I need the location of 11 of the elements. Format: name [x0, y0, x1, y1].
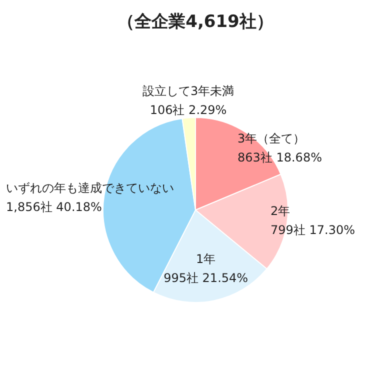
data-label: 799社 17.30%	[270, 222, 356, 237]
slice-label: 1年	[196, 252, 216, 266]
chart-title: （全企業4,619社）	[116, 11, 274, 34]
slice-label: 設立して3年未満	[142, 84, 234, 98]
data-label: 106社 2.29%	[150, 102, 227, 117]
slice-label: いずれの年も達成できていない	[6, 181, 174, 196]
data-label: 995社 21.54%	[164, 270, 248, 285]
data-label: 863社 18.68%	[238, 150, 322, 165]
data-label: 1,856社 40.18%	[6, 200, 102, 214]
slice-label: 2年	[270, 204, 290, 218]
slice-label: 3年（全て）	[238, 132, 306, 146]
